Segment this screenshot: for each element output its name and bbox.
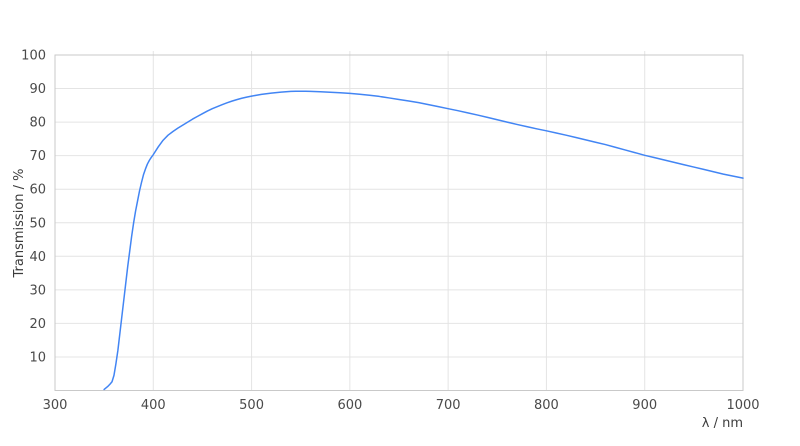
x-axis-title: λ / nm [702,416,743,431]
x-axis-tick-labels: 300 400 500 600 700 800 900 1000 [43,398,760,413]
y-tick-label-30: 30 [29,283,46,298]
x-tick-label-700: 700 [436,398,461,413]
y-axis-title: Transmission / % [12,169,27,279]
transmission-line [103,90,744,391]
horizontal-gridlines [55,88,743,358]
x-tick-label-400: 400 [141,398,166,413]
x-tick-label-1000: 1000 [726,398,759,413]
x-tick-label-500: 500 [239,398,264,413]
y-tick-label-20: 20 [29,317,46,332]
y-tick-label-100: 100 [21,49,46,64]
y-tick-label-40: 40 [29,250,46,265]
x-tick-label-900: 900 [632,398,657,413]
y-tick-label-50: 50 [29,216,46,231]
y-tick-label-90: 90 [29,82,46,97]
vertical-gridlines [152,55,646,391]
x-tick-label-300: 300 [43,398,68,413]
x-tick-label-600: 600 [337,398,362,413]
y-tick-label-80: 80 [29,116,46,131]
y-tick-label-10: 10 [29,350,46,365]
x-tick-label-800: 800 [534,398,559,413]
plot-border [54,54,744,391]
y-tick-label-70: 70 [29,149,46,164]
y-axis-tick-labels: 10 20 30 40 50 60 70 80 90 100 [21,49,46,366]
y-tick-label-60: 60 [29,183,46,198]
top-axis-ticks [152,51,646,55]
